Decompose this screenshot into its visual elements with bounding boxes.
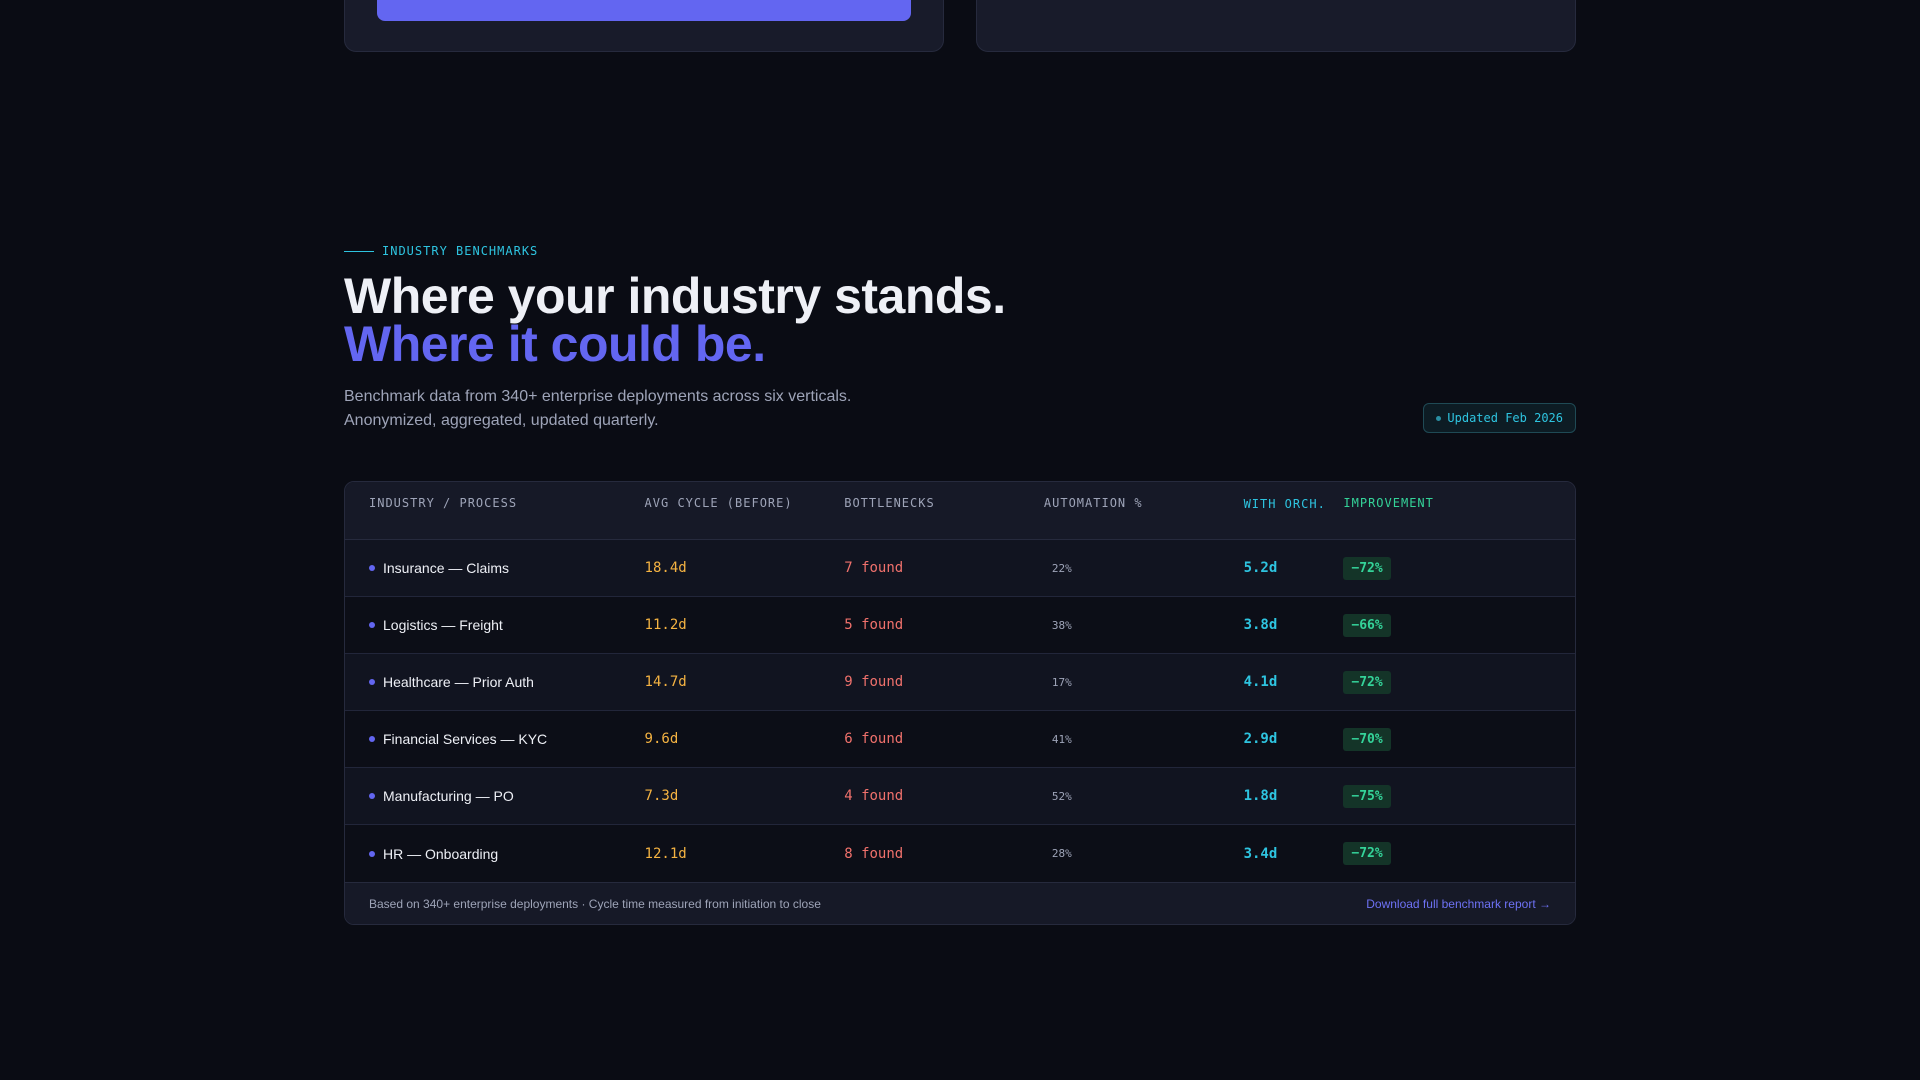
updated-badge: Updated Feb 2026 [1423,403,1576,433]
automation-value: 17% [1051,675,1072,689]
process-name: Insurance — Claims [383,560,510,576]
process-name: Financial Services — KYC [383,731,548,747]
bottlenecks-value: 8 found [844,845,904,862]
section-headline: Where your industry stands. Where it cou… [344,268,1006,372]
status-dot-icon [1436,415,1442,421]
with-orch-value: 4.1d [1243,674,1278,690]
avg-cycle-value: 9.6d [644,731,679,747]
bottlenecks-value: 7 found [844,560,904,576]
improvement-badge: −72% [1343,556,1391,580]
improvement-badge: −66% [1343,613,1391,637]
bullet-dot-icon [369,622,375,628]
with-orch-value: 1.8d [1243,788,1278,804]
header-avg-cycle: AVG CYCLE (BEFORE) [644,496,793,510]
with-orch-value: 3.8d [1243,617,1278,633]
header-bottlenecks: BOTTLENECKS [844,496,935,510]
automation-value: 28% [1051,847,1072,860]
bottlenecks-value: 6 found [844,731,904,747]
table-row: Healthcare — Prior Auth 14.7d 9 found 17… [345,654,1575,711]
table-footer: Based on 340+ enterprise deployments · C… [345,882,1575,924]
top-card-right [976,0,1576,52]
process-name: Healthcare — Prior Auth [383,674,534,690]
section-subtext: Benchmark data from 340+ enterprise depl… [344,385,944,433]
process-name: Manufacturing — PO [383,788,514,804]
table-body: Insurance — Claims 18.4d 7 found 22% 5.2… [345,540,1575,882]
automation-value: 41% [1051,732,1072,746]
bottlenecks-value: 5 found [844,617,904,633]
bullet-dot-icon [369,565,375,571]
bullet-dot-icon [369,736,375,742]
footer-note: Based on 340+ enterprise deployments · C… [369,896,821,911]
eyebrow-label: INDUSTRY BENCHMARKS [382,244,539,258]
avg-cycle-value: 7.3d [644,788,679,804]
bottlenecks-value: 4 found [844,788,904,804]
headline-line-2: Where it could be. [344,316,766,372]
benchmark-table: INDUSTRY / PROCESS AVG CYCLE (BEFORE) BO… [344,481,1576,925]
headline-line-1: Where your industry stands. [344,268,1006,324]
avg-cycle-value: 18.4d [644,560,687,576]
header-improvement: IMPROVEMENT [1343,496,1434,510]
avg-cycle-value: 12.1d [644,845,687,862]
bottlenecks-value: 9 found [844,674,904,690]
automation-value: 52% [1051,789,1072,803]
primary-cta-button[interactable] [377,0,911,21]
top-card-left [344,0,944,52]
process-name: HR — Onboarding [383,845,499,862]
table-row: HR — Onboarding 12.1d 8 found 28% 3.4d −… [345,825,1575,882]
bullet-dot-icon [369,679,375,685]
subtext-line-1: Benchmark data from 340+ enterprise depl… [344,388,852,405]
eyebrow-line [344,250,374,252]
automation-value: 38% [1051,618,1072,632]
avg-cycle-value: 14.7d [644,674,687,690]
header-automation: AUTOMATION % [1043,496,1143,510]
with-orch-value: 3.4d [1243,845,1278,862]
improvement-badge: −75% [1343,784,1391,808]
bullet-dot-icon [369,793,375,799]
section-eyebrow: INDUSTRY BENCHMARKS [344,244,538,258]
updated-badge-label: Updated Feb 2026 [1447,411,1563,425]
improvement-badge: −70% [1343,727,1391,751]
with-orch-value: 2.9d [1243,731,1278,747]
header-process: INDUSTRY / PROCESS [369,496,518,510]
table-header: INDUSTRY / PROCESS AVG CYCLE (BEFORE) BO… [345,482,1575,540]
avg-cycle-value: 11.2d [644,617,687,633]
table-row: Insurance — Claims 18.4d 7 found 22% 5.2… [345,540,1575,597]
improvement-badge: −72% [1343,670,1391,694]
table-row: Logistics — Freight 11.2d 5 found 38% 3.… [345,597,1575,654]
bullet-dot-icon [369,850,375,857]
improvement-badge: −72% [1343,842,1391,865]
subtext-line-2: Anonymized, aggregated, updated quarterl… [344,412,659,429]
table-row: Manufacturing — PO 7.3d 4 found 52% 1.8d… [345,768,1575,825]
table-row: Financial Services — KYC 9.6d 6 found 41… [345,711,1575,768]
header-with-orch: WITH ORCH. [1243,497,1326,511]
download-report-link[interactable]: Download full benchmark report → [1366,896,1551,911]
with-orch-value: 5.2d [1243,560,1278,576]
process-name: Logistics — Freight [383,617,503,633]
automation-value: 22% [1051,561,1072,575]
